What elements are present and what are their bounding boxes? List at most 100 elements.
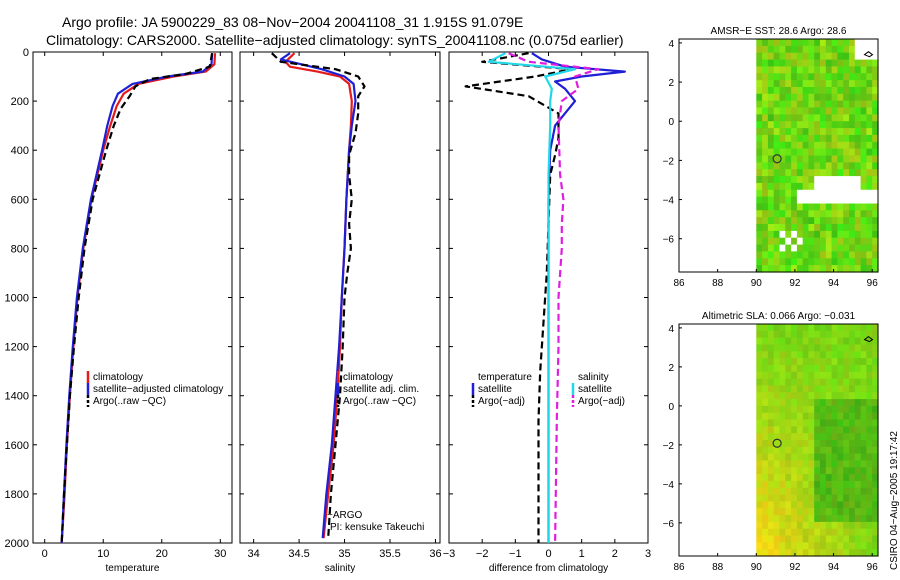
sst-map-cell xyxy=(820,237,827,246)
sla-map-cell xyxy=(849,371,856,380)
sla-map-cell xyxy=(802,324,810,332)
sst-map-cell xyxy=(802,251,810,259)
sst-map-cell xyxy=(843,141,850,150)
sla-map-cell xyxy=(756,521,763,530)
sla-map-cell xyxy=(837,460,844,468)
sst-map-cell xyxy=(843,196,850,205)
sla-map-cell xyxy=(831,515,838,523)
sla-map-cell xyxy=(825,399,833,407)
sla-map-cell xyxy=(843,515,850,523)
sla-map-cell xyxy=(779,501,786,509)
sla-map-cell xyxy=(808,487,815,496)
sla-map-cell xyxy=(837,453,844,461)
sla-map-cell xyxy=(820,453,827,461)
sst-map-cell xyxy=(820,251,827,259)
sla-map-cell xyxy=(837,535,844,543)
sst-map-cell xyxy=(762,203,769,211)
sst-map-cell xyxy=(756,52,763,61)
sst-map-cell xyxy=(825,114,833,122)
sst-map-cell xyxy=(814,45,821,54)
sst-map-cell xyxy=(837,176,844,184)
sst-map-cell xyxy=(762,107,769,115)
sla-map-cell xyxy=(837,337,844,345)
sst-map-cell xyxy=(831,217,838,225)
sst-map-cell xyxy=(872,100,879,109)
sst-map-cell xyxy=(808,73,815,81)
sst-map-cell xyxy=(843,87,850,95)
depth-tick-label: 1800 xyxy=(5,489,29,501)
sla-map-cell xyxy=(831,371,838,380)
sla-map-cell xyxy=(854,535,862,543)
sst-map-cell xyxy=(854,203,862,211)
sst-map-cell xyxy=(796,162,804,170)
sla-map-cell xyxy=(756,528,763,537)
sla-map-cell xyxy=(796,542,804,550)
sla-map-cell xyxy=(843,535,850,543)
sst-map-cell xyxy=(785,114,792,122)
sst-map-cell xyxy=(802,134,810,143)
sla-map-cell xyxy=(872,371,879,380)
sst-map-cell xyxy=(779,162,786,170)
sla-map-cell xyxy=(756,474,763,482)
sst-map-cell xyxy=(872,203,879,211)
sst-map-cell xyxy=(854,217,862,225)
sst-map-cell xyxy=(808,217,815,225)
sst-map-cell xyxy=(854,39,862,47)
sla-map-cell xyxy=(814,467,821,475)
sla-map-cell xyxy=(825,426,833,434)
sst-map-cell xyxy=(820,80,827,88)
sla-map-cell xyxy=(791,324,798,332)
legend-temperature-argo: Argo(−adj) xyxy=(478,396,525,407)
sst-map-cell xyxy=(814,182,821,191)
sst-map-ytick-label: −4 xyxy=(663,196,675,207)
sla-map-cell xyxy=(849,433,856,441)
sst-map-cell xyxy=(860,45,867,54)
sst-map-cell xyxy=(872,251,879,259)
sla-map-cell xyxy=(843,480,850,489)
sst-map-cell xyxy=(756,162,763,170)
sla-map-cell xyxy=(843,542,850,550)
sla-map-cell xyxy=(802,399,810,407)
sst-map-cell xyxy=(773,141,781,150)
sst-map-cell xyxy=(872,107,879,115)
sst-map-cell xyxy=(854,224,862,232)
sla-map-cell xyxy=(779,337,786,345)
sla-map-cell xyxy=(756,515,763,523)
sla-map-cell xyxy=(825,542,833,550)
sst-map-cell xyxy=(802,182,810,191)
temperature-xtick-label: 20 xyxy=(156,548,168,560)
sla-map-cell xyxy=(866,440,873,448)
sst-map-cell xyxy=(773,155,781,163)
sst-map-cell xyxy=(779,107,786,115)
sst-map-cell xyxy=(791,141,798,150)
sst-map-cell xyxy=(785,148,792,157)
sla-map-cell xyxy=(779,480,786,489)
sst-map-cell xyxy=(767,66,775,74)
sla-map-cell xyxy=(872,535,879,543)
sst-map-cell xyxy=(820,169,827,177)
sst-map-cell xyxy=(779,114,786,122)
sla-map-cell xyxy=(762,508,769,516)
sla-map-cell xyxy=(814,521,821,530)
sst-map-cell xyxy=(854,189,862,198)
sst-map-cell xyxy=(854,80,862,88)
sla-map-cell xyxy=(820,474,827,482)
sst-map-cell xyxy=(791,224,798,232)
sst-map-cell xyxy=(843,80,850,88)
sst-map-cell xyxy=(843,251,850,259)
sst-map-cell xyxy=(825,87,833,95)
sst-map-cell xyxy=(791,169,798,177)
sst-map-cell xyxy=(837,182,844,191)
sla-map-cell xyxy=(872,446,879,455)
sst-map-cell xyxy=(756,66,763,74)
sst-map-cell xyxy=(831,258,838,266)
sst-map-cell xyxy=(820,265,827,273)
sla-map-cell xyxy=(849,330,856,339)
sst-map-cell xyxy=(814,93,821,102)
sla-map-cell xyxy=(785,364,792,373)
sla-map-cell xyxy=(831,364,838,373)
salinity-xtick-label: 34 xyxy=(248,548,260,560)
sst-map-cell xyxy=(785,128,792,136)
sla-map-cell xyxy=(796,385,804,393)
